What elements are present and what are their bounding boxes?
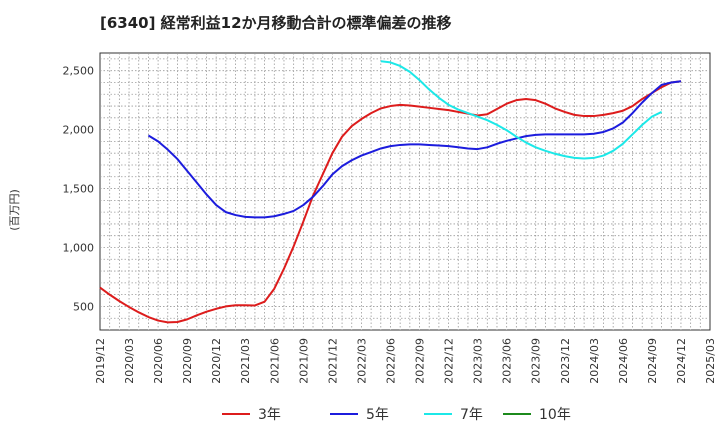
chart-title: [6340] 経常利益12か月移動合計の標準偏差の推移 [100,14,452,32]
y-tick-label: 2,500 [63,65,95,78]
x-axis-ticks: 2019/12 2020/03 2020/06 2020/09 2020/12 2021/… [94,338,717,384]
legend-label: 5年 [366,407,389,423]
x-tick-label: 2021/06 [268,338,281,384]
legend: 3年 5年 7年 10年 [222,407,571,423]
x-tick-label: 2022/03 [355,338,368,384]
x-tick-label: 2022/09 [414,338,427,384]
x-tick-label: 2021/03 [239,338,252,384]
x-tick-label: 2021/12 [326,338,339,384]
x-tick-label: 2023/06 [501,338,514,384]
y-axis-label: (百万円) [8,189,21,231]
legend-label: 7年 [460,407,483,423]
x-tick-label: 2023/12 [559,338,572,384]
x-tick-label: 2024/09 [646,338,659,384]
series-line-5年 [147,80,682,219]
y-tick-label: 2,000 [63,124,95,137]
x-tick-label: 2024/12 [675,338,688,384]
x-tick-label: 2020/09 [181,338,194,384]
legend-label: 3年 [258,407,281,423]
x-tick-label: 2022/12 [443,338,456,384]
x-tick-label: 2024/03 [588,338,601,384]
series-line-3年 [99,80,682,324]
x-tick-label: 2020/03 [123,338,136,384]
series-group [99,60,682,324]
x-tick-label: 2021/09 [297,338,310,384]
y-tick-label: 1,000 [63,241,95,254]
x-tick-label: 2022/06 [384,338,397,384]
x-tick-label: 2019/12 [94,338,107,384]
y-tick-label: 500 [73,300,94,313]
plot-area [99,52,711,331]
x-tick-label: 2025/03 [704,338,717,384]
y-tick-label: 1,500 [63,183,95,196]
legend-label: 10年 [539,407,571,423]
y-axis-ticks: 500 1,000 1,500 2,000 2,500 [63,65,95,314]
x-tick-label: 2023/03 [472,338,485,384]
x-tick-label: 2023/09 [530,338,543,384]
series-line-7年 [380,60,663,160]
x-tick-label: 2024/06 [617,338,630,384]
x-tick-label: 2020/06 [152,338,165,384]
x-tick-label: 2020/12 [210,338,223,384]
